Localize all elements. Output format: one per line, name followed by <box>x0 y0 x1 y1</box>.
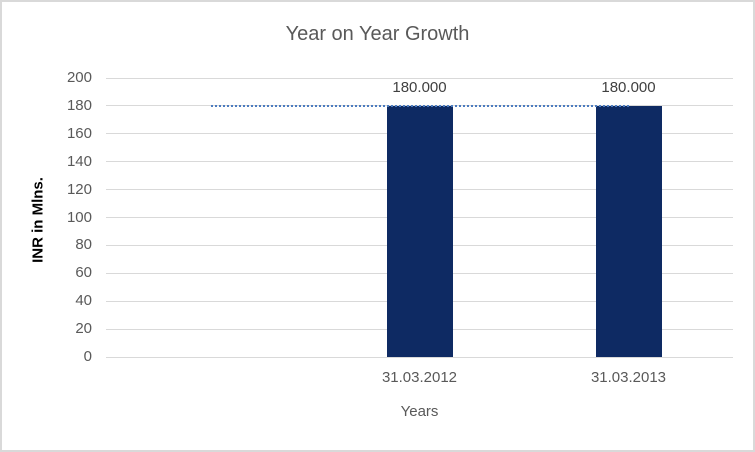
bar-value-label: 180.000 <box>392 78 447 96</box>
y-tick-label: 60 <box>75 264 92 282</box>
y-tick-label: 160 <box>66 124 92 142</box>
y-tick-label: 80 <box>75 236 92 254</box>
chart-title: Year on Year Growth <box>285 23 470 45</box>
reference-line <box>210 104 629 107</box>
y-tick-label: 140 <box>66 152 92 170</box>
x-tick-label: 31.03.2013 <box>590 369 667 386</box>
bar <box>595 105 662 357</box>
x-axis-title: Years <box>400 403 439 420</box>
y-tick-label: 40 <box>75 292 92 310</box>
x-tick-label: 31.03.2012 <box>381 369 458 386</box>
y-tick-label: 100 <box>66 208 92 226</box>
y-tick-label: 180 <box>66 96 92 114</box>
bar <box>386 105 453 357</box>
plot-area: 180.000 180.000 <box>106 77 733 358</box>
y-tick-label: 120 <box>66 180 92 198</box>
gridline <box>106 77 733 79</box>
y-tick-label: 20 <box>75 320 92 338</box>
bar-value-label: 180.000 <box>601 78 656 96</box>
y-tick-label: 0 <box>83 348 92 365</box>
gridline <box>106 356 733 358</box>
y-tick-label: 200 <box>66 69 92 86</box>
